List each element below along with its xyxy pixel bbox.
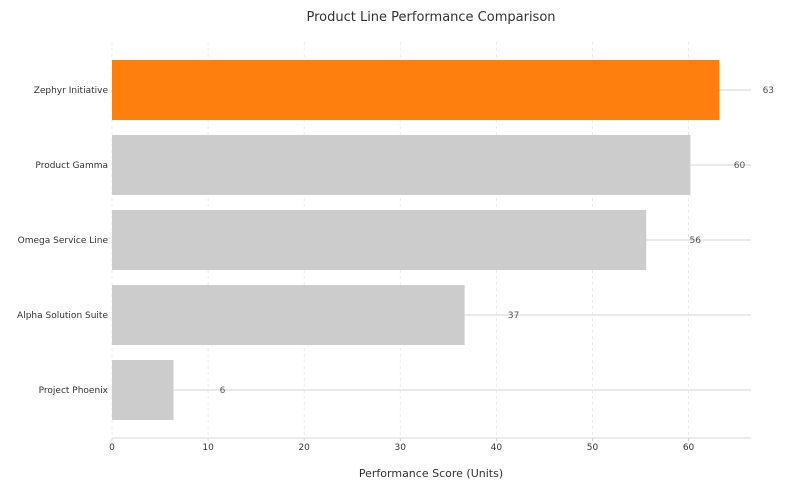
x-tick-label: 10	[202, 443, 214, 453]
chart-title: Product Line Performance Comparison	[306, 10, 555, 25]
bar	[112, 210, 647, 270]
x-tick-label: 30	[395, 443, 407, 453]
x-tick-label: 40	[491, 443, 503, 453]
category-label: Zephyr Initiative	[34, 86, 109, 96]
category-label: Product Gamma	[35, 161, 108, 171]
x-tick-labels: 0 10 20 30 40 50 60	[109, 438, 695, 453]
value-labels: 63 60 56 37 6	[220, 86, 774, 396]
bar	[112, 135, 691, 195]
category-label: Alpha Solution Suite	[17, 311, 108, 321]
category-label: Omega Service Line	[18, 236, 109, 246]
x-tick-label: 20	[298, 443, 310, 453]
x-tick-label: 60	[683, 443, 695, 453]
x-axis-label: Performance Score (Units)	[359, 467, 503, 480]
value-label: 60	[734, 161, 746, 171]
value-label: 37	[508, 311, 519, 321]
bar	[112, 285, 465, 345]
x-tick-label: 0	[109, 443, 115, 453]
x-tick-label: 50	[587, 443, 599, 453]
category-labels: Zephyr Initiative Product Gamma Omega Serv…	[17, 86, 109, 396]
bar	[112, 360, 174, 420]
bars	[112, 60, 720, 420]
category-label: Project Phoenix	[39, 386, 109, 396]
value-label: 6	[220, 386, 226, 396]
leader-lines	[173, 89, 751, 391]
value-label: 63	[763, 86, 774, 96]
bar	[112, 60, 720, 120]
value-label: 56	[690, 236, 702, 246]
